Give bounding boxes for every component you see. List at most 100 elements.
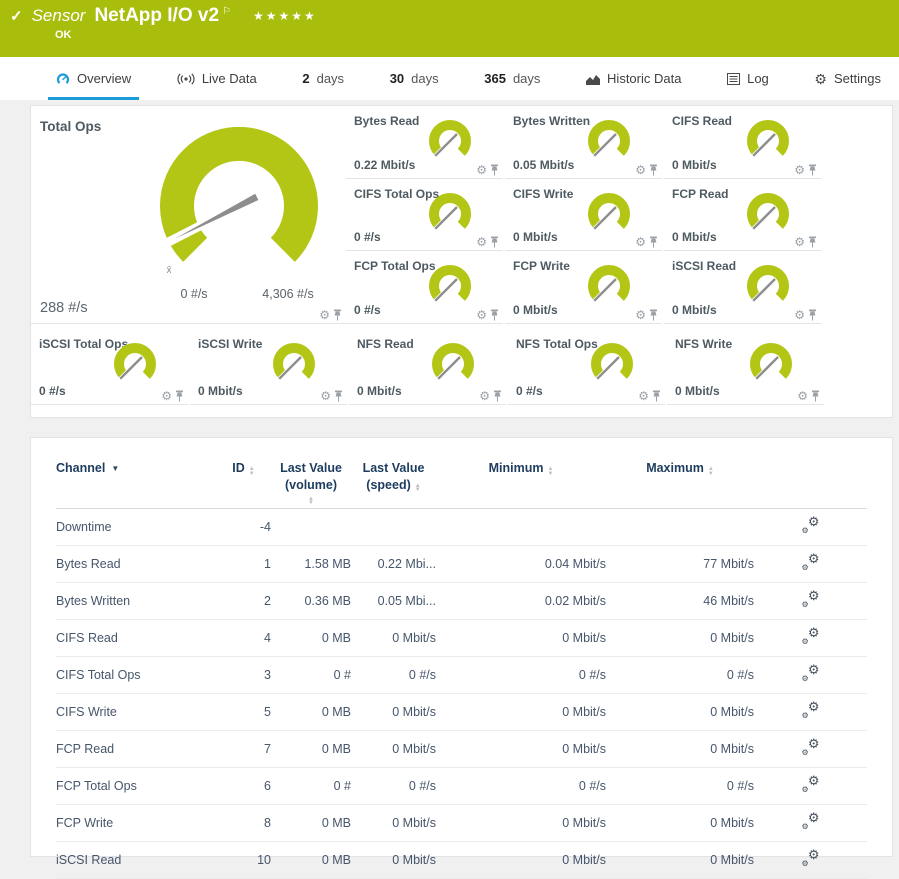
pin-icon[interactable]	[652, 390, 661, 402]
edit-channel-icon[interactable]: ⚙⚙	[802, 555, 820, 570]
tab-overview[interactable]: Overview	[48, 57, 139, 100]
tab-365-days[interactable]: 365 days	[476, 57, 548, 100]
channel-name[interactable]: Downtime	[56, 508, 216, 545]
tab-live-data[interactable]: Live Data	[169, 57, 265, 100]
pin-icon[interactable]	[811, 390, 820, 402]
pin-icon[interactable]	[808, 309, 817, 321]
tab-label: days	[317, 71, 344, 86]
pin-icon[interactable]	[333, 309, 342, 321]
pin-icon[interactable]	[334, 390, 343, 402]
gauge-settings-gear-icon[interactable]: ⚙	[638, 390, 649, 402]
small-gauge-tile[interactable]: FCP Total Ops 0 #/s ⚙	[346, 251, 503, 324]
total-ops-gauge-tile[interactable]: Total Ops x̄ 0 #/s 4,306 #/s 288 #/s ⚙	[31, 106, 346, 324]
channel-maximum: 0 Mbit/s	[606, 619, 754, 656]
gauge-current-value: 0 Mbit/s	[672, 230, 717, 244]
edit-channel-icon[interactable]: ⚙⚙	[802, 666, 820, 681]
small-gauge-tile[interactable]: CIFS Write 0 Mbit/s ⚙	[505, 179, 662, 252]
tab-historic-data[interactable]: Historic Data	[578, 57, 689, 100]
channel-name[interactable]: iSCSI Read	[56, 841, 216, 878]
channel-id: 3	[216, 656, 271, 693]
gauge-settings-gear-icon[interactable]: ⚙	[476, 164, 487, 176]
gauge-icon	[56, 72, 70, 86]
small-gauge-tile[interactable]: FCP Read 0 Mbit/s ⚙	[664, 179, 821, 252]
small-gauge-tile[interactable]: iSCSI Write 0 Mbit/s ⚙	[190, 329, 347, 405]
gauge-settings-gear-icon[interactable]: ⚙	[635, 309, 646, 321]
sort-icon: ▲▼	[708, 467, 714, 476]
edit-channel-icon[interactable]: ⚙⚙	[802, 592, 820, 607]
channel-last-value-speed: 0.05 Mbi...	[351, 582, 436, 619]
small-gauge-tile[interactable]: CIFS Total Ops 0 #/s ⚙	[346, 179, 503, 252]
edit-channel-icon[interactable]: ⚙⚙	[802, 814, 820, 829]
tab-30-days[interactable]: 30 days	[382, 57, 447, 100]
pin-icon[interactable]	[490, 309, 499, 321]
pin-icon[interactable]	[649, 309, 658, 321]
flag-icon[interactable]: ⚐	[222, 6, 231, 17]
mini-gauge	[739, 262, 797, 314]
channel-name[interactable]: Bytes Written	[56, 582, 216, 619]
small-gauge-tile[interactable]: NFS Total Ops 0 #/s ⚙	[508, 329, 665, 405]
gauge-settings-gear-icon[interactable]: ⚙	[476, 236, 487, 248]
channel-name[interactable]: CIFS Total Ops	[56, 656, 216, 693]
channel-last-value-speed	[351, 508, 436, 545]
tab-log[interactable]: Log	[719, 57, 777, 100]
tab-2-days[interactable]: 2 days	[294, 57, 352, 100]
pin-icon[interactable]	[649, 236, 658, 248]
gauge-settings-gear-icon[interactable]: ⚙	[635, 164, 646, 176]
tab-settings[interactable]: ⚙ Settings	[806, 57, 889, 100]
mini-gauge	[580, 190, 638, 242]
priority-stars[interactable]: ★★★★★	[253, 9, 317, 23]
column-header-channel[interactable]: Channel▼	[56, 452, 216, 508]
small-gauge-tile[interactable]: iSCSI Read 0 Mbit/s ⚙	[664, 251, 821, 324]
pin-icon[interactable]	[649, 164, 658, 176]
channel-minimum	[436, 508, 606, 545]
channel-name[interactable]: FCP Write	[56, 804, 216, 841]
small-gauge-tile[interactable]: Bytes Written 0.05 Mbit/s ⚙	[505, 106, 662, 179]
small-gauge-tile[interactable]: FCP Write 0 Mbit/s ⚙	[505, 251, 662, 324]
gauge-settings-gear-icon[interactable]: ⚙	[319, 309, 330, 321]
channel-name[interactable]: FCP Read	[56, 730, 216, 767]
gauge-settings-gear-icon[interactable]: ⚙	[479, 390, 490, 402]
tab-label: Overview	[77, 71, 131, 86]
channel-name[interactable]: FCP Total Ops	[56, 767, 216, 804]
channel-maximum: 0 #/s	[606, 767, 754, 804]
pin-icon[interactable]	[175, 390, 184, 402]
small-gauge-tile[interactable]: CIFS Read 0 Mbit/s ⚙	[664, 106, 821, 179]
column-header-minimum[interactable]: Minimum▲▼	[436, 452, 606, 508]
pin-icon[interactable]	[808, 164, 817, 176]
edit-channel-icon[interactable]: ⚙⚙	[802, 518, 820, 533]
column-header-last-value-volume[interactable]: Last Value (volume) ▲▼	[271, 452, 351, 508]
tab-bar: Overview Live Data 2 days 30 days 365 da…	[0, 57, 899, 100]
gauge-settings-gear-icon[interactable]: ⚙	[794, 309, 805, 321]
small-gauge-tile[interactable]: NFS Read 0 Mbit/s ⚙	[349, 329, 506, 405]
small-gauge-tile[interactable]: iSCSI Total Ops 0 #/s ⚙	[31, 329, 188, 405]
channel-name[interactable]: Bytes Read	[56, 545, 216, 582]
column-header-maximum[interactable]: Maximum▲▼	[606, 452, 754, 508]
channel-table-panel: Channel▼ ID▲▼ Last Value (volume) ▲▼ Las…	[30, 437, 893, 857]
gauge-settings-gear-icon[interactable]: ⚙	[476, 309, 487, 321]
edit-channel-icon[interactable]: ⚙⚙	[802, 851, 820, 866]
pin-icon[interactable]	[493, 390, 502, 402]
gauge-settings-gear-icon[interactable]: ⚙	[794, 236, 805, 248]
edit-channel-icon[interactable]: ⚙⚙	[802, 777, 820, 792]
small-gauge-tile[interactable]: NFS Write 0 Mbit/s ⚙	[667, 329, 824, 405]
gauge-settings-gear-icon[interactable]: ⚙	[320, 390, 331, 402]
gauge-settings-gear-icon[interactable]: ⚙	[161, 390, 172, 402]
channel-last-value-volume: 0.36 MB	[271, 582, 351, 619]
pin-icon[interactable]	[490, 164, 499, 176]
pin-icon[interactable]	[808, 236, 817, 248]
pin-icon[interactable]	[490, 236, 499, 248]
edit-channel-icon[interactable]: ⚙⚙	[802, 629, 820, 644]
channel-name[interactable]: CIFS Read	[56, 619, 216, 656]
channel-id: 10	[216, 841, 271, 878]
edit-channel-icon[interactable]: ⚙⚙	[802, 740, 820, 755]
gauge-settings-gear-icon[interactable]: ⚙	[635, 236, 646, 248]
channel-minimum: 0.02 Mbit/s	[436, 582, 606, 619]
small-gauge-tile[interactable]: Bytes Read 0.22 Mbit/s ⚙	[346, 106, 503, 179]
gauge-settings-gear-icon[interactable]: ⚙	[794, 164, 805, 176]
channel-name[interactable]: CIFS Write	[56, 693, 216, 730]
column-header-id[interactable]: ID▲▼	[216, 452, 271, 508]
column-header-last-value-speed[interactable]: Last Value (speed)▲▼	[351, 452, 436, 508]
edit-channel-icon[interactable]: ⚙⚙	[802, 703, 820, 718]
channel-minimum: 0 #/s	[436, 767, 606, 804]
gauge-settings-gear-icon[interactable]: ⚙	[797, 390, 808, 402]
